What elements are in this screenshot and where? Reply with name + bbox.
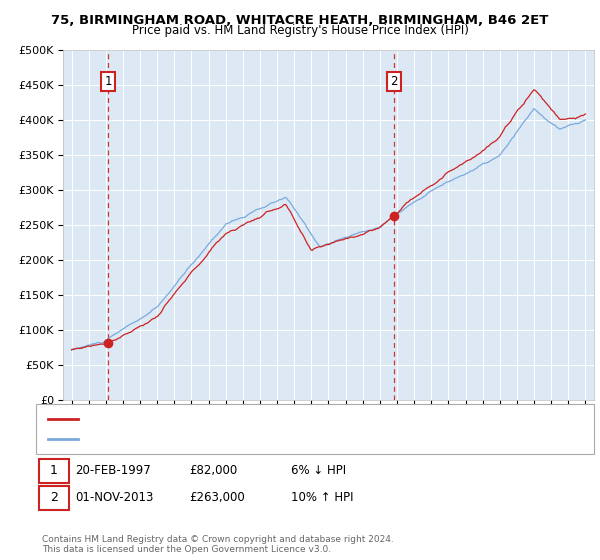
- Text: £263,000: £263,000: [189, 491, 245, 505]
- Text: 75, BIRMINGHAM ROAD, WHITACRE HEATH, BIRMINGHAM, B46 2ET (detached house): 75, BIRMINGHAM ROAD, WHITACRE HEATH, BIR…: [84, 414, 525, 424]
- Text: 20-FEB-1997: 20-FEB-1997: [75, 464, 151, 478]
- Text: 1: 1: [50, 464, 58, 478]
- Text: HPI: Average price, detached house, North Warwickshire: HPI: Average price, detached house, Nort…: [84, 434, 379, 444]
- Text: 2: 2: [50, 491, 58, 505]
- Text: Price paid vs. HM Land Registry's House Price Index (HPI): Price paid vs. HM Land Registry's House …: [131, 24, 469, 37]
- Text: 6% ↓ HPI: 6% ↓ HPI: [291, 464, 346, 478]
- Text: £82,000: £82,000: [189, 464, 237, 478]
- Text: Contains HM Land Registry data © Crown copyright and database right 2024.
This d: Contains HM Land Registry data © Crown c…: [42, 535, 394, 554]
- Text: 1: 1: [104, 76, 112, 88]
- Text: 10% ↑ HPI: 10% ↑ HPI: [291, 491, 353, 505]
- Text: 01-NOV-2013: 01-NOV-2013: [75, 491, 154, 505]
- Text: 2: 2: [391, 76, 398, 88]
- Text: 75, BIRMINGHAM ROAD, WHITACRE HEATH, BIRMINGHAM, B46 2ET: 75, BIRMINGHAM ROAD, WHITACRE HEATH, BIR…: [52, 14, 548, 27]
